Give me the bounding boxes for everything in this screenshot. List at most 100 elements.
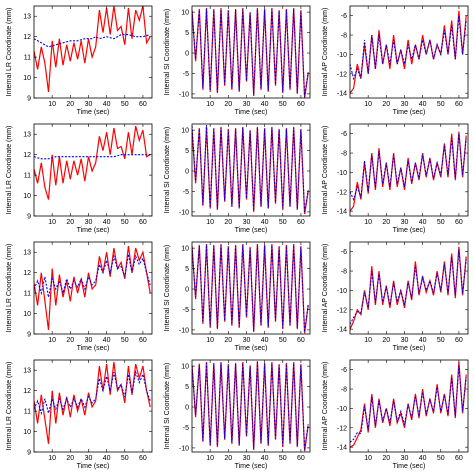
chart-panel: 10 20 30 40 50 60 -14 -12 -10 -8 -6 Time (sec) Inter… xyxy=(316,354,474,472)
y-tick-label: 10 xyxy=(23,429,31,436)
x-axis-label: Time (sec) xyxy=(77,345,110,352)
x-tick-label: 60 xyxy=(297,101,305,108)
axes-frame xyxy=(33,5,153,99)
x-tick-label: 20 xyxy=(224,455,232,462)
x-tick-label: 40 xyxy=(261,337,269,344)
x-tick-label: 50 xyxy=(121,219,129,226)
dashed-series-line xyxy=(34,154,151,160)
y-axis-label: Internal AP Coordinate (mm) xyxy=(322,244,329,333)
y-tick-label: 12 xyxy=(23,34,31,41)
x-tick-label: 20 xyxy=(224,219,232,226)
plot-area xyxy=(192,361,309,452)
y-tick-label: 10 xyxy=(23,75,31,82)
chart-panel: 10 20 30 40 50 60 -14 -12 -10 -8 -6 Time (sec) Inter… xyxy=(316,118,474,236)
solid-series-line xyxy=(34,6,151,92)
chart-svg: 10 20 30 40 50 60 -14 -12 -10 -8 -6 Time (sec) Inter… xyxy=(322,241,469,352)
x-axis-label: Time (sec) xyxy=(77,227,110,234)
x-tick-label: 50 xyxy=(437,455,445,462)
x-tick-label: 60 xyxy=(297,455,305,462)
x-axis-label: Time (sec) xyxy=(235,109,268,116)
solid-series-line xyxy=(34,246,151,330)
dashed-series-line xyxy=(350,249,467,325)
y-tick-label: 13 xyxy=(23,250,31,257)
x-tick-label: 50 xyxy=(279,337,287,344)
x-axis-label: Time (sec) xyxy=(393,109,426,116)
x-tick-label: 40 xyxy=(103,101,111,108)
axes-frame xyxy=(349,241,469,335)
chart-panel: 10 20 30 40 50 60 9 10 11 12 13 Time (sec) Internal … xyxy=(0,0,158,118)
plot-area xyxy=(192,243,309,334)
x-tick-label: 30 xyxy=(243,337,251,344)
dashed-series-line xyxy=(350,133,467,202)
x-tick-label: 50 xyxy=(121,455,129,462)
chart-svg: 10 20 30 40 50 60 -10 -5 0 5 10 Time (sec) Internal … xyxy=(164,359,311,470)
x-tick-label: 20 xyxy=(224,101,232,108)
chart-panel: 10 20 30 40 50 60 9 10 11 12 13 Time (sec) Internal … xyxy=(0,118,158,236)
y-tick-label: -8 xyxy=(341,151,347,158)
x-tick-label: 40 xyxy=(103,337,111,344)
chart-panel: 10 20 30 40 50 60 -14 -12 -10 -8 -6 Time (sec) Inter… xyxy=(316,236,474,354)
y-tick-label: -5 xyxy=(183,307,189,314)
x-tick-label: 10 xyxy=(206,219,214,226)
x-axis-label: Time (sec) xyxy=(393,345,426,352)
x-tick-label: 60 xyxy=(139,101,147,108)
y-axis-label: Internal AP Coordinate (mm) xyxy=(322,8,329,97)
axes-frame xyxy=(191,359,311,453)
dashed-series-line xyxy=(192,362,309,451)
y-tick-label: 5 xyxy=(185,148,189,155)
chart-svg: 10 20 30 40 50 60 -10 -5 0 5 10 Time (sec) Internal … xyxy=(164,5,311,116)
y-tick-label: 10 xyxy=(23,311,31,318)
x-tick-label: 20 xyxy=(66,337,74,344)
y-tick-label: -8 xyxy=(341,33,347,40)
chart-panel: 10 20 30 40 50 60 9 10 11 12 13 Time (sec) Internal … xyxy=(0,354,158,472)
axes-frame xyxy=(349,5,469,99)
solid-series-line xyxy=(34,125,151,200)
solid-series-line xyxy=(350,246,467,330)
x-tick-label: 30 xyxy=(401,337,409,344)
x-tick-label: 60 xyxy=(139,337,147,344)
x-tick-label: 10 xyxy=(48,101,56,108)
chart-svg: 10 20 30 40 50 60 9 10 11 12 13 Time (sec) Internal … xyxy=(6,123,153,234)
x-tick-label: 30 xyxy=(401,219,409,226)
y-tick-label: 9 xyxy=(27,214,31,221)
x-tick-label: 40 xyxy=(419,455,427,462)
y-tick-label: -10 xyxy=(337,170,347,177)
x-axis-label: Time (sec) xyxy=(235,227,268,234)
x-tick-label: 50 xyxy=(437,337,445,344)
x-tick-label: 30 xyxy=(243,219,251,226)
solid-series-line xyxy=(350,131,467,212)
x-tick-label: 20 xyxy=(66,455,74,462)
chart-svg: 10 20 30 40 50 60 9 10 11 12 13 Time (sec) Internal … xyxy=(6,241,153,352)
y-tick-label: -10 xyxy=(179,445,189,452)
y-tick-label: -8 xyxy=(341,387,347,394)
y-tick-label: -10 xyxy=(337,288,347,295)
x-tick-label: 10 xyxy=(364,101,372,108)
y-tick-label: 11 xyxy=(24,409,31,416)
x-tick-label: 40 xyxy=(419,337,427,344)
y-tick-label: -10 xyxy=(179,327,189,334)
x-tick-label: 10 xyxy=(206,337,214,344)
y-tick-label: 12 xyxy=(23,388,31,395)
chart-svg: 10 20 30 40 50 60 -14 -12 -10 -8 -6 Time (sec) Inter… xyxy=(322,359,469,470)
chart-panel: 10 20 30 40 50 60 -10 -5 0 5 10 Time (sec) Internal … xyxy=(158,236,316,354)
y-tick-label: 13 xyxy=(23,14,31,21)
y-axis-label: Internal SI Coordinate (mm) xyxy=(164,245,171,331)
y-tick-label: -14 xyxy=(337,209,347,216)
x-axis-label: Time (sec) xyxy=(393,227,426,234)
solid-series-line xyxy=(192,243,309,334)
y-tick-label: -5 xyxy=(183,71,189,78)
dashed-series-line xyxy=(192,9,309,97)
y-tick-label: 0 xyxy=(185,405,189,412)
plot-area xyxy=(350,131,467,212)
y-tick-label: 9 xyxy=(27,96,31,103)
plot-area xyxy=(192,7,309,98)
chart-panel: 10 20 30 40 50 60 9 10 11 12 13 Time (sec) Internal … xyxy=(0,236,158,354)
axes-frame xyxy=(33,359,153,453)
y-tick-label: -6 xyxy=(341,131,347,138)
y-tick-label: -5 xyxy=(183,425,189,432)
y-tick-label: 12 xyxy=(23,152,31,159)
dashed-series-line xyxy=(192,245,309,333)
x-axis-label: Time (sec) xyxy=(77,463,110,470)
axes-frame xyxy=(191,5,311,99)
x-tick-label: 60 xyxy=(297,219,305,226)
